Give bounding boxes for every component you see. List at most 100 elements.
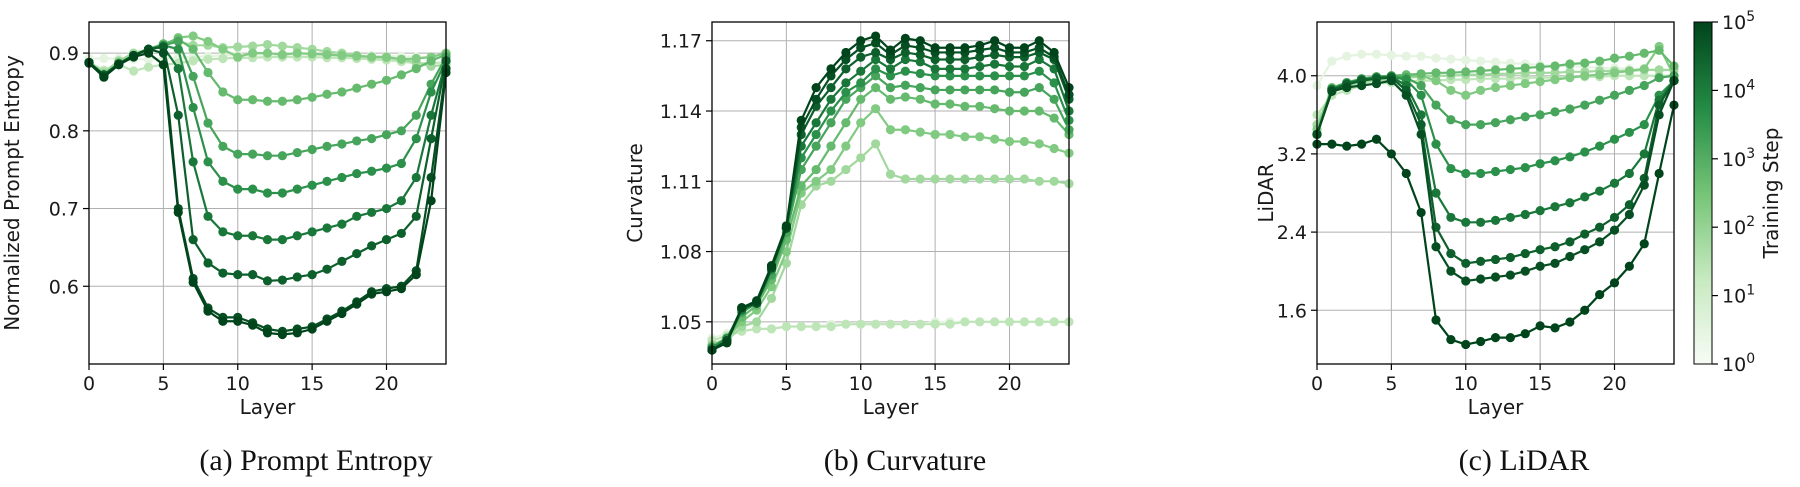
data-point xyxy=(900,33,910,43)
data-point xyxy=(233,52,243,62)
data-point xyxy=(1520,266,1530,276)
data-point xyxy=(1371,134,1382,144)
plot-frame xyxy=(88,21,447,365)
data-point xyxy=(1639,48,1649,58)
data-point xyxy=(262,328,273,338)
data-point xyxy=(975,174,985,184)
series-group xyxy=(1312,41,1679,350)
data-point xyxy=(1034,106,1044,116)
data-point xyxy=(1505,252,1515,263)
data-point xyxy=(1565,73,1575,83)
data-point xyxy=(1034,54,1044,65)
data-point xyxy=(173,44,183,54)
data-point xyxy=(1476,336,1486,347)
data-point xyxy=(752,317,762,327)
x-tick-label: 15 xyxy=(1528,373,1552,395)
y-axis-label: Normalized Prompt Entropy xyxy=(0,55,24,331)
data-point xyxy=(426,110,436,120)
data-point xyxy=(1416,69,1426,79)
data-point xyxy=(1624,127,1634,138)
y-tick-label: 1.11 xyxy=(660,171,702,193)
data-point xyxy=(411,211,421,221)
y-tick-label: 1.17 xyxy=(660,31,702,53)
data-point xyxy=(1034,36,1044,46)
data-point xyxy=(381,130,392,140)
data-point xyxy=(1490,272,1501,282)
data-point xyxy=(737,303,747,313)
data-point xyxy=(1476,274,1486,284)
data-point xyxy=(1565,198,1575,208)
data-point xyxy=(1019,71,1029,81)
data-point xyxy=(322,50,332,60)
data-point xyxy=(811,141,821,151)
caption-lidar: (c) LiDAR xyxy=(1458,444,1590,477)
data-point xyxy=(1019,136,1029,147)
data-point xyxy=(277,275,287,285)
data-point xyxy=(1461,217,1471,227)
data-point xyxy=(1386,76,1396,86)
data-point xyxy=(218,176,228,186)
data-point xyxy=(1550,61,1560,71)
data-point xyxy=(781,321,791,332)
data-point xyxy=(1565,237,1575,247)
data-point xyxy=(1595,186,1605,196)
data-point xyxy=(1580,71,1590,81)
caption-prompt-entropy: (a) Prompt Entropy xyxy=(199,444,433,477)
data-point xyxy=(960,174,970,184)
data-point xyxy=(1416,207,1426,218)
data-point xyxy=(248,270,258,280)
data-point xyxy=(945,319,955,329)
data-point xyxy=(1535,110,1545,120)
data-point xyxy=(1401,168,1411,179)
data-point xyxy=(337,308,347,319)
data-point xyxy=(322,223,332,233)
data-point xyxy=(885,94,896,104)
data-point xyxy=(796,115,806,125)
data-point xyxy=(292,95,302,105)
data-point xyxy=(856,43,866,53)
data-point xyxy=(1639,120,1649,130)
x-tick-label: 0 xyxy=(1311,373,1323,395)
data-point xyxy=(796,321,806,332)
data-point xyxy=(1609,225,1620,235)
y-tick-label: 0.6 xyxy=(49,276,79,298)
x-tick-label: 20 xyxy=(374,373,398,395)
x-tick-label: 20 xyxy=(997,373,1021,395)
data-point xyxy=(1327,86,1337,96)
colorbar-tick-label: 103 xyxy=(1722,146,1755,171)
colorbar-tick-label: 100 xyxy=(1722,351,1755,376)
data-point xyxy=(841,87,851,97)
data-point xyxy=(1490,215,1501,225)
data-point xyxy=(292,272,302,282)
data-point xyxy=(188,71,198,82)
data-point xyxy=(1327,139,1337,149)
data-point xyxy=(188,235,198,245)
data-point xyxy=(1639,180,1649,190)
data-point xyxy=(871,71,881,81)
data-point xyxy=(218,141,228,151)
data-point xyxy=(1461,67,1471,77)
data-point xyxy=(158,60,168,70)
data-point xyxy=(826,82,836,93)
data-point xyxy=(960,43,970,53)
x-tick-label: 20 xyxy=(1602,373,1626,395)
series-group xyxy=(84,31,451,340)
plot-frame xyxy=(1316,21,1675,365)
data-point xyxy=(277,151,287,161)
data-point xyxy=(426,87,436,97)
data-point xyxy=(1490,82,1501,93)
data-point xyxy=(856,319,866,329)
data-point xyxy=(871,31,881,41)
data-point xyxy=(811,82,821,93)
data-point xyxy=(203,36,213,47)
data-point xyxy=(1624,66,1634,76)
data-point xyxy=(990,36,1000,46)
data-point xyxy=(307,180,317,190)
data-point xyxy=(1535,77,1545,87)
data-point xyxy=(856,118,866,128)
data-point xyxy=(900,40,910,51)
data-point xyxy=(1535,205,1545,216)
colorbar-gradient xyxy=(1693,21,1713,365)
data-point xyxy=(1535,261,1545,271)
data-point xyxy=(960,71,970,81)
